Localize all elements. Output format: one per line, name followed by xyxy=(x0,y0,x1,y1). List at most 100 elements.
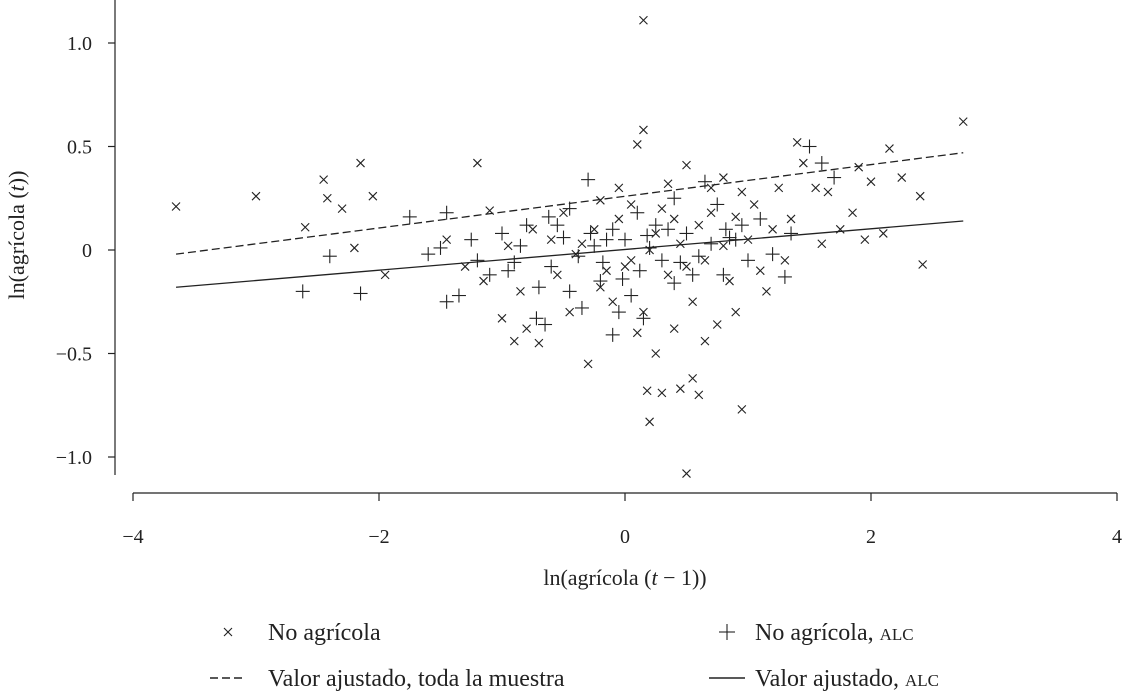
point-plus xyxy=(451,288,466,303)
x-marker-icon xyxy=(223,627,233,637)
point-plus xyxy=(470,253,485,268)
point-x xyxy=(786,214,796,224)
y-tick-label: −1.0 xyxy=(56,447,92,469)
point-x xyxy=(337,204,347,213)
plus-marker-icon xyxy=(719,624,735,640)
point-x xyxy=(675,384,685,394)
point-plus xyxy=(734,218,749,233)
point-x xyxy=(700,336,710,346)
point-plus xyxy=(784,226,799,241)
point-x xyxy=(596,195,605,205)
y-axis-title-part1: ln(agrícola ( xyxy=(4,191,29,299)
fit-line-alc xyxy=(175,220,964,288)
x-tick-label: −2 xyxy=(368,526,389,548)
point-x xyxy=(663,270,673,280)
x-axis-title-part1: ln(agrícola ( xyxy=(543,565,651,590)
point-x xyxy=(368,191,378,201)
point-plus xyxy=(538,317,553,332)
point-plus xyxy=(802,139,817,154)
point-x xyxy=(694,390,704,400)
point-x xyxy=(319,175,329,185)
legend-label-fit-alc: Valor ajustado, ALC xyxy=(755,666,939,692)
point-plus xyxy=(777,269,792,284)
point-x xyxy=(712,320,722,329)
point-plus xyxy=(673,255,688,270)
point-x xyxy=(749,200,759,209)
point-plus xyxy=(574,300,589,315)
point-x xyxy=(565,307,575,317)
legend-label-fit-all: Valor ajustado, toda la muestra xyxy=(268,666,565,692)
point-plus xyxy=(753,211,768,226)
y-axis: −1.0 −0.5 0 0.5 1.0 xyxy=(56,0,116,475)
point-plus xyxy=(632,263,647,278)
point-plus xyxy=(464,232,479,247)
point-x xyxy=(651,229,661,238)
x-tick-label: 0 xyxy=(620,526,630,548)
point-plus xyxy=(605,327,620,342)
point-plus xyxy=(421,247,436,262)
point-x xyxy=(657,204,667,213)
point-x xyxy=(918,260,928,269)
point-x xyxy=(688,297,698,307)
point-x xyxy=(509,336,519,346)
point-x xyxy=(682,160,691,170)
point-plus xyxy=(581,172,596,187)
point-plus xyxy=(661,222,676,237)
legend-label-fit-all-text: Valor ajustado, toda la muestra xyxy=(268,666,565,692)
point-x xyxy=(639,125,648,135)
point-x xyxy=(792,137,802,147)
point-x xyxy=(614,214,624,224)
point-x xyxy=(516,287,525,296)
point-plus xyxy=(611,305,626,320)
point-x xyxy=(602,266,611,276)
point-x xyxy=(885,144,894,153)
point-x xyxy=(731,212,741,222)
point-x xyxy=(669,214,679,224)
point-x xyxy=(528,224,538,234)
point-x xyxy=(915,191,925,201)
point-x xyxy=(608,297,618,307)
point-x xyxy=(626,200,636,209)
x-axis-title: ln(agrícola (t − 1)) xyxy=(543,565,706,590)
legend-label-no-agricola-alc: No agrícola, ALC xyxy=(755,620,914,646)
point-plus xyxy=(495,226,509,241)
point-x xyxy=(706,208,716,218)
point-x xyxy=(817,239,827,249)
point-plus xyxy=(741,253,755,268)
point-plus xyxy=(630,205,645,220)
point-x xyxy=(546,235,556,245)
point-plus xyxy=(439,205,454,220)
legend-label-no-agricola-text: No agrícola xyxy=(268,620,381,646)
point-x xyxy=(811,183,821,193)
point-plus xyxy=(722,230,737,245)
point-plus xyxy=(541,209,556,224)
point-x xyxy=(300,222,310,232)
point-x xyxy=(719,173,728,182)
y-tick-label: −0.5 xyxy=(56,344,92,366)
point-x xyxy=(700,255,710,265)
point-x xyxy=(688,373,698,383)
point-x xyxy=(322,193,332,203)
point-plus xyxy=(562,201,577,216)
point-x xyxy=(632,328,642,338)
point-x xyxy=(958,117,968,127)
point-x xyxy=(485,206,495,216)
y-tick-label: 0.5 xyxy=(67,137,92,159)
point-x xyxy=(614,183,624,193)
point-plus xyxy=(718,222,733,237)
point-plus xyxy=(507,255,522,270)
point-plus xyxy=(814,156,829,171)
point-x xyxy=(669,324,679,334)
point-x xyxy=(657,388,667,398)
point-x xyxy=(878,229,888,238)
point-plus xyxy=(716,267,731,282)
point-plus xyxy=(667,191,682,206)
point-plus xyxy=(654,253,669,268)
point-x xyxy=(251,191,261,201)
point-plus xyxy=(827,170,842,185)
point-plus xyxy=(531,280,546,295)
point-plus xyxy=(691,249,706,264)
point-x xyxy=(559,208,568,218)
point-plus xyxy=(636,311,651,326)
